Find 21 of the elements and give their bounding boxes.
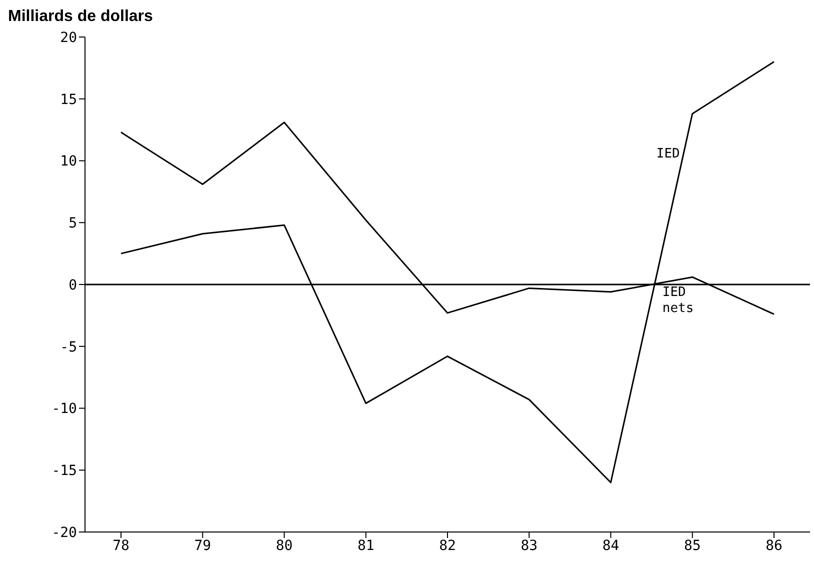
y-axis-title: Milliards de dollars: [8, 8, 153, 26]
x-tick-label: 78: [112, 538, 130, 554]
series-label: IED nets: [662, 285, 694, 316]
y-tick-label: 5: [68, 216, 77, 232]
y-tick-label: -15: [52, 463, 77, 480]
x-tick-label: 84: [602, 538, 620, 554]
y-tick-label: 15: [60, 92, 77, 108]
series-label: IED: [656, 146, 680, 162]
x-tick-label: 82: [439, 538, 456, 554]
y-tick-label: -20: [52, 524, 77, 541]
x-tick-label: 85: [684, 538, 701, 554]
y-tick-label: 10: [60, 154, 77, 170]
x-tick-label: 80: [276, 538, 293, 554]
y-tick-label: 0: [68, 277, 77, 294]
y-tick-label: -10: [52, 401, 77, 418]
y-tick-label: -5: [60, 339, 77, 356]
x-tick-label: 86: [766, 538, 782, 554]
y-tick-label: 20: [60, 30, 77, 46]
x-tick-label: 81: [357, 538, 374, 554]
x-tick-label: 83: [520, 538, 538, 554]
x-tick-label: 79: [194, 538, 212, 554]
